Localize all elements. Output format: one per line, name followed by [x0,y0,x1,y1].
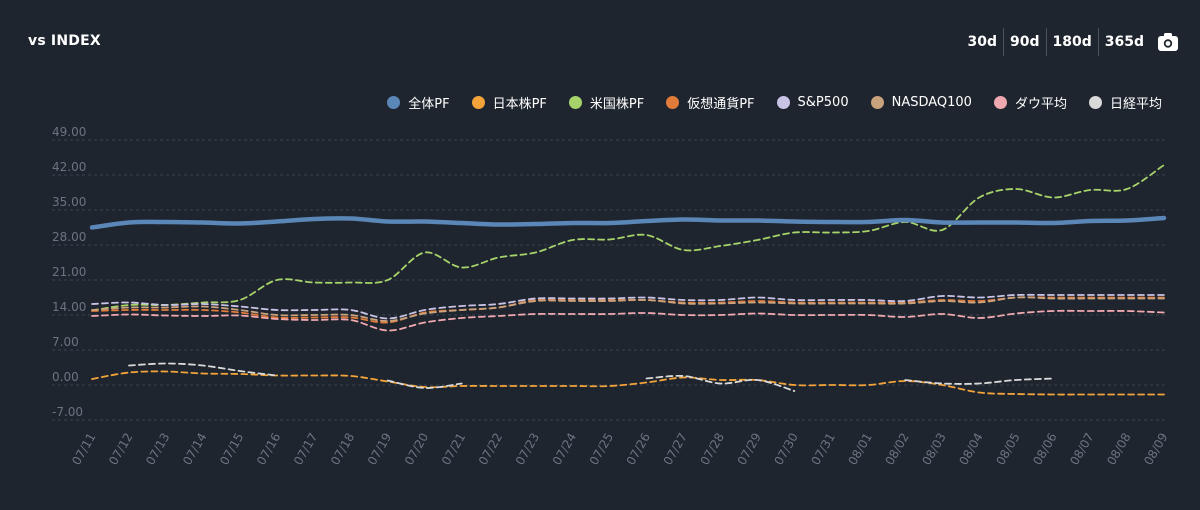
legend-item-7[interactable]: 日経平均 [1088,93,1162,112]
legend-dot [1088,96,1102,109]
legend-label: 米国株PF [589,97,645,112]
x-tick-label: 07/17 [291,431,320,468]
legend-item-5[interactable]: NASDAQ100 [870,95,972,110]
legend-label: 日本株PF [492,97,547,112]
divider [1002,28,1004,56]
series-path [91,309,1165,332]
series-line-2 [91,164,1165,312]
y-tick-label: 14.00 [52,300,86,314]
x-tick-label: 08/05 [993,431,1022,468]
y-tick-label: 49.00 [52,125,86,139]
legend-dot [870,96,884,109]
series-line-6 [91,309,1165,332]
range-365d-button[interactable]: 365d [1104,34,1144,50]
legend-dot [568,96,582,109]
x-tick-label: 08/02 [882,431,911,468]
x-tick-label: 07/14 [180,431,209,468]
y-tick-label: 7.00 [52,335,79,349]
legend-label: NASDAQ100 [891,95,972,110]
x-tick-label: 07/30 [772,431,801,468]
x-tick-label: 08/01 [845,431,874,468]
series-path [91,370,1165,396]
chart-legend: 全体PF 日本株PF 米国株PF 仮想通貨PF S&P500 NASDAQ100 ダウ平均 日… [365,93,1162,112]
range-90d-button[interactable]: 90d [1009,34,1040,50]
x-tick-label: 07/28 [698,431,727,468]
legend-label: S&P500 [797,95,849,110]
legend-item-3[interactable]: 仮想通貨PF [666,93,755,112]
series-path [89,215,1167,230]
x-tick-label: 07/11 [69,431,98,468]
legend-label: ダウ平均 [1014,97,1067,112]
x-tick-label: 07/26 [624,431,653,468]
legend-dot [471,96,485,109]
series-line-1 [91,370,1165,396]
legend-label: 日経平均 [1109,97,1162,112]
legend-item-2[interactable]: 米国株PF [568,93,645,112]
x-tick-label: 07/23 [513,431,542,468]
legend-dot [776,96,790,109]
x-tick-label: 08/06 [1030,431,1059,468]
series-line-0 [89,215,1167,230]
series-path [645,374,796,392]
x-tick-label: 07/20 [402,431,431,468]
x-tick-label: 08/03 [919,431,948,468]
x-tick-label: 07/16 [254,431,283,468]
x-tick-label: 07/21 [439,431,468,468]
x-tick-label: 07/13 [143,431,172,468]
legend-dot [666,96,680,109]
chart-title: vs INDEX [28,33,101,49]
range-selector: 30d 90d 180d 365d [961,26,1182,58]
legend-item-0[interactable]: 全体PF [387,93,450,112]
y-tick-label: 21.00 [52,265,86,279]
y-tick-label: 42.00 [52,160,86,174]
divider [1045,28,1047,56]
legend-item-4[interactable]: S&P500 [776,95,849,110]
x-tick-label: 07/24 [550,431,579,468]
legend-item-6[interactable]: ダウ平均 [993,93,1067,112]
x-tick-label: 07/31 [808,431,837,468]
series-line-3 [91,296,1165,324]
y-tick-label: 0.00 [52,370,79,384]
x-tick-label: 07/12 [106,431,135,468]
series-path [386,379,463,389]
x-tick-label: 07/19 [365,431,394,468]
x-tick-label: 07/25 [587,431,616,468]
legend-dot [387,96,401,109]
x-tick-label: 07/18 [328,431,357,468]
x-tick-label: 07/22 [476,431,505,468]
series-path [128,362,278,377]
x-tick-label: 07/15 [217,431,246,468]
y-tick-label: 28.00 [52,230,86,244]
legend-label: 仮想通貨PF [687,97,755,112]
divider [1097,28,1099,56]
x-tick-label: 08/04 [956,431,985,468]
x-tick-label: 08/08 [1104,431,1133,468]
series-line-5 [91,296,1165,322]
legend-label: 全体PF [408,97,450,112]
camera-icon[interactable] [1154,26,1182,58]
x-tick-label: 07/27 [661,431,690,468]
legend-dot [993,96,1007,109]
y-tick-label: -7.00 [52,405,83,419]
legend-item-1[interactable]: 日本株PF [471,93,547,112]
series-path [91,296,1165,324]
series-path [91,293,1165,320]
y-tick-label: 35.00 [52,195,86,209]
x-tick-label: 07/29 [735,431,764,468]
x-tick-label: 08/07 [1067,431,1096,468]
series-path [91,296,1165,322]
range-30d-button[interactable]: 30d [967,34,997,50]
series-line-7 [128,362,1054,392]
series-path [91,164,1165,312]
range-180d-button[interactable]: 180d [1052,34,1092,50]
series-line-4 [91,293,1165,320]
series-path [904,377,1054,385]
x-tick-label: 08/09 [1141,431,1170,468]
